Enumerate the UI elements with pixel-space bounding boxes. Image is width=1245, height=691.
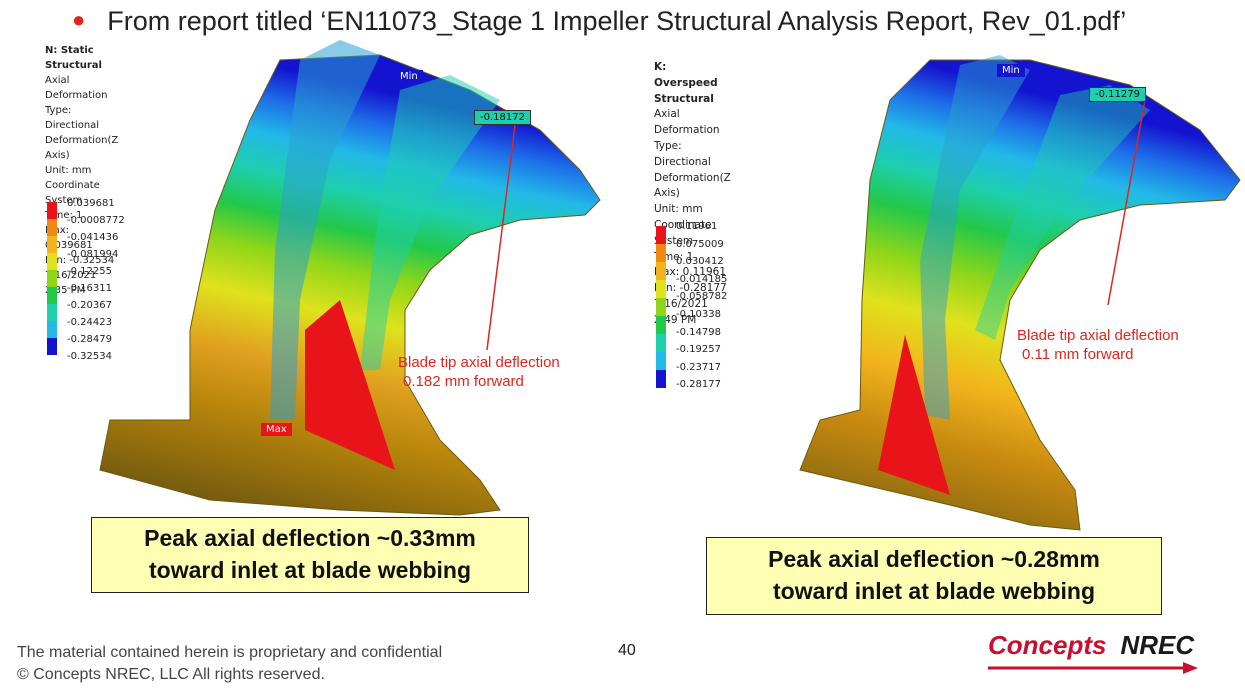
overspeed-contour-plot xyxy=(799,55,1241,531)
static-info-line: Type: Directional Deformation(Z Axis) xyxy=(45,105,119,161)
static-info-line: Unit: mm xyxy=(45,165,92,176)
legend-value: -0.058782 xyxy=(676,291,728,303)
overspeed-blade-1 xyxy=(920,55,1030,420)
static-impeller-body xyxy=(99,54,601,516)
static-contour-plot xyxy=(99,40,601,516)
overspeed-probe-tag: -0.11279 xyxy=(1089,87,1146,102)
static-annotation: Blade tip axial deflection 0.182 mm forw… xyxy=(398,353,560,391)
overspeed-info-line: Min: -0.28177 xyxy=(654,282,727,295)
legend-value: -0.014185 xyxy=(676,273,728,285)
legend-value: 0.075009 xyxy=(676,238,724,250)
overspeed-blade-2 xyxy=(975,85,1150,340)
legend-swatch xyxy=(656,370,666,388)
legend-swatch xyxy=(656,244,666,262)
legend-swatch xyxy=(47,304,57,321)
overspeed-annotation-leader xyxy=(1107,99,1146,306)
overspeed-info-line: Axial Deformation xyxy=(654,108,720,137)
overspeed-annotation-line2: 0.11 mm forward xyxy=(1022,346,1134,363)
legend-value: -0.32534 xyxy=(67,351,112,362)
static-info-line: 7/16/2021 2:35 PM xyxy=(45,270,97,296)
legend-value: -0.10338 xyxy=(676,308,721,320)
legend-value: 0.039681 xyxy=(67,198,115,209)
static-annotation-line1: Blade tip axial deflection xyxy=(398,354,560,371)
static-min-tag: Min xyxy=(395,70,423,83)
legend-value: -0.19257 xyxy=(676,344,721,356)
static-legend-values: 0.039681 -0.0008772 -0.041436 -0.081994 … xyxy=(67,195,125,365)
overspeed-min-tag: Min xyxy=(997,64,1025,77)
static-info-block: N: Static Structural Axial Deformation T… xyxy=(45,43,118,298)
legend-value: 0.11961 xyxy=(676,221,718,232)
legend-swatch xyxy=(656,262,666,280)
legend-value: -0.23717 xyxy=(676,361,721,373)
static-info-line: Max: 0.039681 xyxy=(45,225,93,251)
legend-value: -0.14798 xyxy=(676,326,721,338)
overspeed-callout-line1: Peak axial deflection ~0.28mm xyxy=(768,546,1100,572)
legend-swatch xyxy=(656,352,666,370)
legend-swatch xyxy=(47,236,57,253)
legend-value: -0.28177 xyxy=(676,379,721,391)
static-callout-line1: Peak axial deflection ~0.33mm xyxy=(144,525,476,551)
static-info-title: N: Static Structural xyxy=(45,45,102,71)
static-info-line: Min: -0.32534 xyxy=(45,255,115,266)
legend-value: -0.041436 xyxy=(67,232,119,243)
legend-value: -0.20367 xyxy=(67,300,112,311)
overspeed-annotation: Blade tip axial deflection 0.11 mm forwa… xyxy=(1017,326,1179,364)
static-blade-1 xyxy=(270,40,380,420)
concepts-nrec-logo: Concepts NREC xyxy=(988,630,1198,674)
legend-swatch xyxy=(47,287,57,304)
static-info-line: Time: 1 xyxy=(45,210,83,221)
overspeed-info-line: Unit: mm xyxy=(654,203,703,216)
legend-swatch xyxy=(656,316,666,334)
static-max-tag: Max xyxy=(261,423,292,436)
confidentiality-footer: The material contained herein is proprie… xyxy=(17,642,442,686)
legend-value: 0.030412 xyxy=(676,256,724,268)
logo-concepts: Concepts xyxy=(988,630,1107,660)
legend-value: -0.0008772 xyxy=(67,215,125,226)
report-title: From report titled ‘EN11073_Stage 1 Impe… xyxy=(107,6,1127,36)
legend-swatch xyxy=(656,298,666,316)
legend-value: -0.24423 xyxy=(67,317,112,328)
legend-value: -0.28479 xyxy=(67,334,112,345)
overspeed-callout: Peak axial deflection ~0.28mm toward inl… xyxy=(706,537,1162,615)
overspeed-info-title: K: Overspeed Structural xyxy=(654,61,718,105)
legend-swatch xyxy=(47,219,57,236)
page-number: 40 xyxy=(618,642,636,659)
overspeed-info-block: K: Overspeed Structural Axial Deformatio… xyxy=(654,60,731,329)
legend-swatch xyxy=(47,338,57,355)
legend-value: -0.12255 xyxy=(67,266,112,277)
bullet-dot-icon: ● xyxy=(72,7,86,32)
legend-swatch xyxy=(656,280,666,298)
legend-swatch xyxy=(47,321,57,338)
overspeed-impeller-body xyxy=(799,59,1241,531)
static-probe-tag: -0.18172 xyxy=(474,110,531,125)
static-red-webbing xyxy=(305,300,395,470)
legend-swatch xyxy=(47,253,57,270)
overspeed-red-webbing xyxy=(878,335,950,495)
static-info-line: Coordinate System xyxy=(45,180,100,206)
logo-swoosh-icon xyxy=(988,662,1198,674)
overspeed-callout-line2: toward inlet at blade webbing xyxy=(772,578,1096,604)
legend-value: -0.081994 xyxy=(67,249,119,260)
legend-value: -0.16311 xyxy=(67,283,112,294)
overspeed-info-line: Max: 0.11961 xyxy=(654,266,727,279)
static-callout: Peak axial deflection ~0.33mm toward inl… xyxy=(91,517,529,593)
legend-swatch xyxy=(656,334,666,352)
static-annotation-line2: 0.182 mm forward xyxy=(403,373,524,390)
legend-swatch xyxy=(47,270,57,287)
static-annotation-leader xyxy=(486,124,516,351)
legend-swatch xyxy=(656,226,666,244)
report-bullet: ● From report titled ‘EN11073_Stage 1 Imp… xyxy=(72,6,1126,37)
overspeed-annotation-line1: Blade tip axial deflection xyxy=(1017,327,1179,344)
footer-copyright: © Concepts NREC, LLC All rights reserved… xyxy=(17,666,325,683)
overspeed-legend-values: 0.11961 0.075009 0.030412 -0.014185 -0.0… xyxy=(676,218,727,394)
legend-swatch xyxy=(47,202,57,219)
static-blade-2 xyxy=(360,75,500,370)
overspeed-info-line: Type: Directional Deformation(Z Axis) xyxy=(654,139,731,200)
static-info-line: Axial Deformation xyxy=(45,75,108,101)
logo-nrec: NREC xyxy=(1120,630,1195,660)
footer-line1: The material contained herein is proprie… xyxy=(17,644,443,661)
static-callout-line2: toward inlet at blade webbing xyxy=(148,557,472,583)
